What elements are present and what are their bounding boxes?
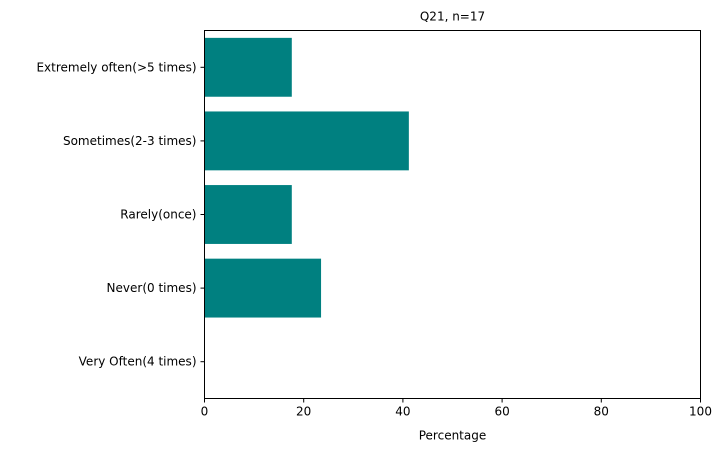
bar-1 — [204, 258, 322, 318]
x-tick-label: 60 — [494, 405, 509, 419]
y-tick-label: Very Often(4 times) — [79, 355, 197, 369]
x-tick-label: 20 — [296, 405, 311, 419]
chart-title: Q21, n=17 — [420, 10, 485, 24]
bar-2 — [204, 185, 292, 244]
y-tick-label: Rarely(once) — [120, 208, 196, 222]
x-axis-label: Percentage — [419, 429, 487, 443]
bars-group — [204, 37, 409, 318]
x-tick-label: 40 — [395, 405, 410, 419]
plot-frame — [204, 30, 701, 399]
y-tick-label: Extremely often(>5 times) — [36, 60, 196, 74]
y-axis-ticks: Very Often(4 times) Never(0 times) Rarely(… — [36, 60, 205, 369]
bar-4 — [204, 37, 292, 97]
x-tick-label: 100 — [689, 405, 712, 419]
x-tick-label: 80 — [594, 405, 609, 419]
y-tick-label: Never(0 times) — [107, 281, 197, 295]
x-axis-ticks: 0 20 40 60 80 100 — [201, 398, 712, 419]
bar-3 — [204, 111, 409, 171]
x-tick-label: 0 — [201, 405, 209, 419]
y-tick-label: Sometimes(2-3 times) — [63, 134, 197, 148]
